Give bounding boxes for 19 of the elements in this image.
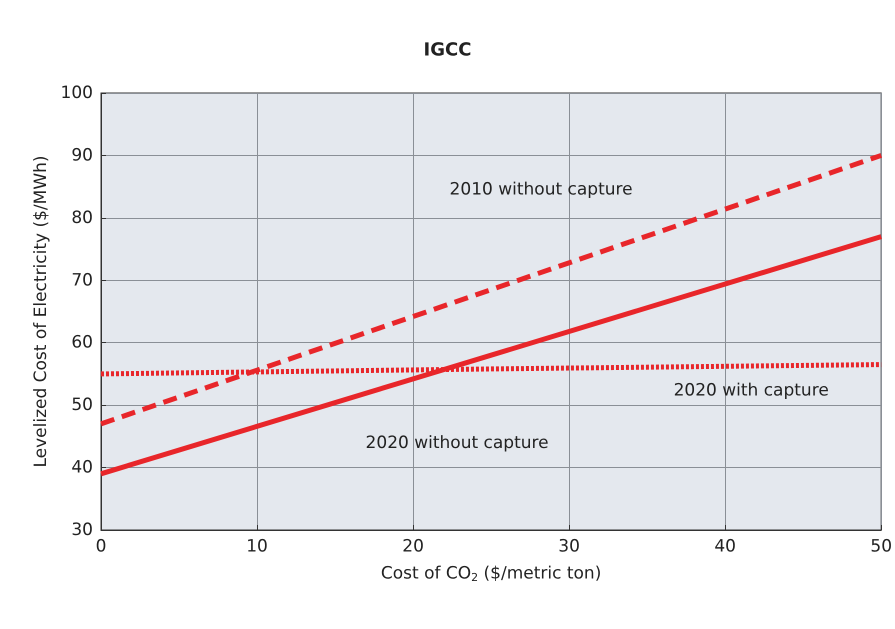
y-tick-label: 90 xyxy=(71,145,93,166)
y-tick-label: 100 xyxy=(60,83,93,103)
x-tick-label: 50 xyxy=(870,536,892,556)
text: 2010 without capture xyxy=(450,180,633,200)
series-label: 2020 with capture xyxy=(674,380,829,401)
y-tick-label: 30 xyxy=(71,520,93,540)
x-tick-label: 20 xyxy=(402,536,424,556)
y-tick-label: 50 xyxy=(71,395,93,416)
x-tick-label: 0 xyxy=(96,536,106,556)
y-tick-label: 80 xyxy=(71,208,93,228)
y-tick-label: 60 xyxy=(71,332,93,353)
x-tick-label: 10 xyxy=(246,536,268,556)
y-tick-label: 70 xyxy=(71,270,93,290)
text: 2020 without capture xyxy=(366,433,549,454)
x-tick-label: 40 xyxy=(714,536,736,556)
y-axis-title: Levelized Cost of Electricity ($/MWh) xyxy=(31,155,52,468)
y-tick-label: 40 xyxy=(71,458,93,478)
chart-title: IGCC xyxy=(424,40,472,60)
x-tick-label: 30 xyxy=(558,536,580,556)
